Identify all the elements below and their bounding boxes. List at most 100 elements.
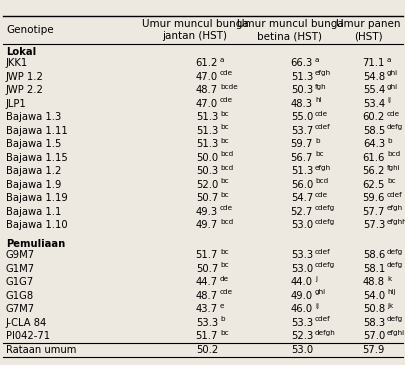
Text: bcde: bcde — [220, 84, 237, 90]
Text: 48.3: 48.3 — [290, 99, 312, 109]
Text: cde: cde — [386, 111, 399, 117]
Text: hij: hij — [386, 289, 394, 295]
Text: 53.0: 53.0 — [290, 264, 312, 274]
Text: 53.3: 53.3 — [290, 318, 312, 328]
Text: cde: cde — [220, 205, 232, 211]
Text: Lokal: Lokal — [6, 47, 36, 57]
Text: G1G8: G1G8 — [6, 291, 34, 301]
Text: J-CLA 84: J-CLA 84 — [6, 318, 47, 328]
Text: ghi: ghi — [314, 289, 325, 295]
Text: 52.7: 52.7 — [290, 207, 312, 217]
Text: JWP 1.2: JWP 1.2 — [6, 72, 44, 82]
Text: G7M7: G7M7 — [6, 304, 35, 314]
Text: 50.3: 50.3 — [290, 85, 312, 96]
Text: efgh: efgh — [386, 205, 402, 211]
Text: ij: ij — [314, 303, 318, 309]
Text: 52.0: 52.0 — [195, 180, 217, 190]
Text: cdefg: cdefg — [314, 205, 335, 211]
Text: 53.0: 53.0 — [290, 220, 312, 230]
Text: 55.0: 55.0 — [290, 112, 312, 123]
Text: b: b — [314, 138, 319, 144]
Text: 49.0: 49.0 — [290, 291, 312, 301]
Text: cde: cde — [220, 289, 232, 295]
Text: 53.3: 53.3 — [195, 318, 217, 328]
Text: 59.6: 59.6 — [362, 193, 384, 203]
Text: cdef: cdef — [314, 124, 330, 130]
Text: 50.3: 50.3 — [195, 166, 217, 176]
Text: JWP 2.2: JWP 2.2 — [6, 85, 44, 96]
Text: k: k — [386, 276, 390, 282]
Text: cdef: cdef — [386, 192, 402, 198]
Text: G1G7: G1G7 — [6, 277, 34, 287]
Text: bc: bc — [386, 178, 394, 184]
Text: 46.0: 46.0 — [290, 304, 312, 314]
Text: 61.6: 61.6 — [362, 153, 384, 163]
Text: efgh: efgh — [314, 165, 330, 171]
Text: 53.0: 53.0 — [290, 345, 312, 355]
Text: Bajawa 1.19: Bajawa 1.19 — [6, 193, 68, 203]
Text: Bajawa 1.10: Bajawa 1.10 — [6, 220, 68, 230]
Text: 62.5: 62.5 — [362, 180, 384, 190]
Text: 71.1: 71.1 — [362, 58, 384, 69]
Text: bcd: bcd — [314, 178, 327, 184]
Text: bc: bc — [220, 124, 228, 130]
Text: Bajawa 1.15: Bajawa 1.15 — [6, 153, 68, 163]
Text: 56.0: 56.0 — [290, 180, 312, 190]
Text: 44.7: 44.7 — [195, 277, 217, 287]
Text: 54.0: 54.0 — [362, 291, 384, 301]
Text: JLP1: JLP1 — [6, 99, 27, 109]
Text: bc: bc — [220, 262, 228, 268]
Text: bc: bc — [220, 138, 228, 144]
Text: 56.7: 56.7 — [290, 153, 312, 163]
Text: 60.2: 60.2 — [362, 112, 384, 123]
Text: PI042-71: PI042-71 — [6, 331, 50, 341]
Text: bc: bc — [314, 151, 323, 157]
Text: 57.7: 57.7 — [362, 207, 384, 217]
Text: bc: bc — [220, 192, 228, 198]
Text: hi: hi — [314, 97, 321, 103]
Text: defg: defg — [386, 124, 402, 130]
Text: efgh: efgh — [314, 70, 330, 77]
Text: Umur muncul bunga
jantan (HST): Umur muncul bunga jantan (HST) — [141, 19, 248, 41]
Text: 57.3: 57.3 — [362, 220, 384, 230]
Text: 49.7: 49.7 — [195, 220, 217, 230]
Text: cdefg: cdefg — [314, 262, 335, 268]
Text: G1M7: G1M7 — [6, 264, 35, 274]
Text: 50.0: 50.0 — [195, 153, 217, 163]
Text: Bajawa 1.9: Bajawa 1.9 — [6, 180, 61, 190]
Text: 51.3: 51.3 — [195, 126, 217, 136]
Text: a: a — [314, 57, 319, 63]
Text: 51.3: 51.3 — [195, 139, 217, 150]
Text: bcd: bcd — [220, 165, 233, 171]
Text: 55.4: 55.4 — [362, 85, 384, 96]
Text: Bajawa 1.3: Bajawa 1.3 — [6, 112, 61, 123]
Text: Bajawa 1.5: Bajawa 1.5 — [6, 139, 61, 150]
Text: b: b — [386, 138, 391, 144]
Text: 47.0: 47.0 — [195, 72, 217, 82]
Text: 43.7: 43.7 — [195, 304, 217, 314]
Text: 51.7: 51.7 — [195, 331, 217, 341]
Text: 50.7: 50.7 — [195, 193, 217, 203]
Text: 48.8: 48.8 — [362, 277, 384, 287]
Text: defg: defg — [386, 316, 402, 322]
Text: fgh: fgh — [314, 84, 326, 90]
Text: bcd: bcd — [220, 151, 233, 157]
Text: de: de — [220, 276, 228, 282]
Text: 54.8: 54.8 — [362, 72, 384, 82]
Text: 51.3: 51.3 — [290, 72, 312, 82]
Text: 51.3: 51.3 — [195, 112, 217, 123]
Text: defgh: defgh — [314, 330, 335, 336]
Text: 49.3: 49.3 — [195, 207, 217, 217]
Text: 57.9: 57.9 — [362, 345, 384, 355]
Text: 51.7: 51.7 — [195, 250, 217, 260]
Text: cde: cde — [314, 192, 327, 198]
Text: cdefg: cdefg — [314, 219, 335, 225]
Text: 48.7: 48.7 — [195, 291, 217, 301]
Text: ij: ij — [386, 97, 390, 103]
Text: bc: bc — [220, 178, 228, 184]
Text: 58.1: 58.1 — [362, 264, 384, 274]
Text: 59.7: 59.7 — [290, 139, 312, 150]
Text: 47.0: 47.0 — [195, 99, 217, 109]
Text: Genotipe: Genotipe — [6, 25, 53, 35]
Text: 58.3: 58.3 — [362, 318, 384, 328]
